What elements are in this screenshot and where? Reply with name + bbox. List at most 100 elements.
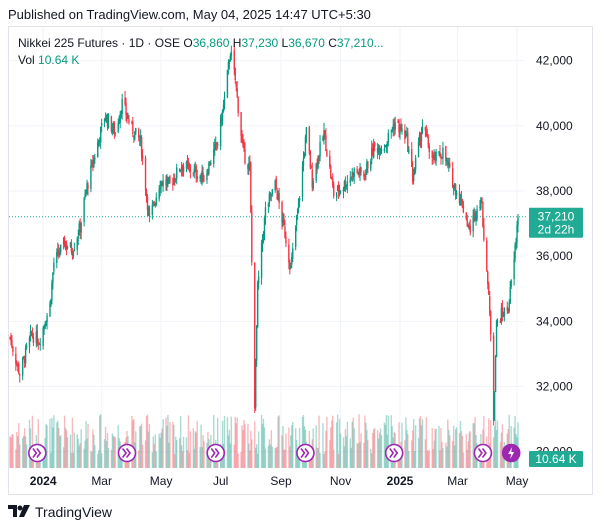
candle-body <box>10 339 12 342</box>
candle-body <box>448 164 450 166</box>
volume-bar <box>294 428 297 468</box>
candle-body <box>267 204 270 207</box>
volume-bar <box>158 433 160 468</box>
volume-bar <box>494 418 497 468</box>
volume-bar <box>201 446 203 468</box>
candle-body <box>90 165 92 189</box>
candle-body <box>380 149 383 152</box>
volume-bar <box>472 423 474 468</box>
candle-body <box>420 133 423 142</box>
volume-bar <box>228 429 231 468</box>
candle-body <box>51 282 53 301</box>
candle-body <box>281 202 283 223</box>
dividend-arrow-icon[interactable] <box>117 443 137 463</box>
x-tick-label: May <box>150 474 173 488</box>
volume-bar <box>420 425 423 468</box>
candle-body <box>221 109 224 121</box>
volume-bar <box>483 416 485 468</box>
candle-body <box>332 178 334 186</box>
volume-bar <box>427 451 429 468</box>
candle-body <box>255 359 257 408</box>
volume-bar <box>363 442 365 468</box>
volume-bar <box>469 431 471 468</box>
volume-bar <box>105 440 108 468</box>
x-tick-label: Mar <box>447 474 468 488</box>
candle-body <box>43 326 45 329</box>
volume-bar <box>162 419 164 468</box>
candle-body <box>114 132 117 134</box>
candle-body <box>193 169 195 174</box>
y-tick-label: 34,000 <box>536 314 573 328</box>
candle-body <box>326 151 328 156</box>
volume-bar <box>65 430 68 468</box>
volume-bar <box>78 445 80 468</box>
candle-body <box>294 226 297 247</box>
candle-body <box>103 118 106 123</box>
volume-bar <box>378 432 381 468</box>
volume-bar <box>194 431 196 468</box>
candle-body <box>425 130 428 136</box>
candle-body <box>462 206 465 213</box>
candle-body <box>243 146 245 148</box>
candle-body <box>427 137 429 147</box>
candle-body <box>439 152 441 157</box>
volume-bar <box>203 441 205 468</box>
candle-body <box>343 181 346 189</box>
volume-bar <box>441 442 443 468</box>
volume-bar <box>254 421 256 468</box>
volume-bar <box>446 446 448 468</box>
candle-body <box>359 167 361 176</box>
candle-body <box>91 161 93 166</box>
volume-bar <box>66 437 69 468</box>
volume-bar <box>349 438 351 468</box>
volume-bar <box>338 418 341 468</box>
candle-body <box>166 180 168 186</box>
candle-body <box>37 343 39 345</box>
volume-bar <box>161 428 163 468</box>
volume-bar <box>462 452 465 468</box>
candle-body <box>301 166 304 198</box>
candle-body <box>364 174 366 177</box>
volume-bar <box>412 419 415 468</box>
volume-bar <box>60 435 62 468</box>
candle-body <box>99 140 101 142</box>
candle-body <box>366 161 368 172</box>
volume-bar <box>268 439 271 468</box>
volume-bar <box>419 416 422 468</box>
candle-body <box>337 184 340 193</box>
volume-bar <box>199 447 201 468</box>
volume-bar <box>276 446 278 468</box>
volume-bar <box>264 448 267 468</box>
candle-body <box>18 363 20 374</box>
volume-bar <box>141 444 144 468</box>
candle-body <box>438 151 440 154</box>
volume-bar <box>461 435 464 468</box>
footer-brand[interactable]: TradingView <box>8 504 112 520</box>
candle-body <box>56 252 58 264</box>
close-label: C <box>328 36 337 50</box>
candle-body <box>213 149 215 165</box>
candle-body <box>482 202 484 227</box>
candle-body <box>251 211 253 263</box>
candle-body <box>419 135 422 143</box>
high-value: 37,230 <box>241 36 279 50</box>
volume-bar <box>83 448 85 468</box>
volume-bar <box>380 435 383 468</box>
candle-body <box>489 311 492 335</box>
volume-bar <box>19 444 21 468</box>
candle-body <box>342 188 345 192</box>
candle-body <box>110 116 113 132</box>
candle-body <box>268 194 271 204</box>
candle-body <box>120 113 122 115</box>
candle-body <box>271 189 273 195</box>
candle-body <box>424 127 427 131</box>
candle-body <box>11 340 13 348</box>
candle-body <box>311 169 313 188</box>
volume-bar <box>460 431 463 468</box>
candle-body <box>379 151 382 155</box>
candle-body <box>128 118 130 123</box>
volume-bar <box>447 419 449 468</box>
volume-bar <box>37 419 39 468</box>
candle-body <box>435 151 437 161</box>
